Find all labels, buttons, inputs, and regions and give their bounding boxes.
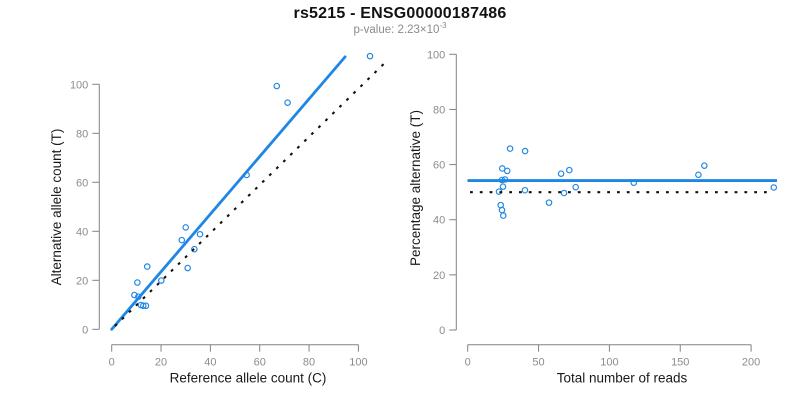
data-point	[545, 199, 553, 206]
data-point	[770, 184, 778, 191]
data-point	[182, 224, 189, 231]
figure-title: rs5215 - ENSG00000187486	[293, 5, 507, 22]
x-axis-label: Total number of reads	[557, 371, 688, 386]
data-point	[134, 279, 141, 286]
figure-subtitle: p-value: 2.23×10-3	[0, 21, 800, 36]
y-axis-tick-label: 80	[433, 104, 445, 116]
data-point	[499, 212, 507, 219]
data-point	[284, 99, 291, 106]
y-axis-tick-label: 40	[433, 215, 445, 227]
regression-line	[110, 55, 347, 331]
data-point	[273, 82, 281, 90]
x-axis-tick-label: 20	[155, 357, 167, 369]
data-point	[503, 167, 511, 175]
x-axis-tick-label: 0	[465, 357, 471, 369]
data-point	[178, 236, 186, 244]
x-axis-tick-label: 200	[742, 357, 760, 369]
data-point	[140, 302, 147, 310]
y-axis-tick-label: 40	[76, 226, 88, 238]
data-point	[499, 183, 507, 190]
x-axis-tick-label: 50	[532, 357, 544, 369]
x-axis-tick-label: 100	[600, 357, 618, 369]
data-point	[196, 230, 204, 238]
identity-line	[114, 59, 389, 327]
data-point	[143, 263, 151, 270]
data-point	[695, 171, 702, 179]
x-axis-tick-label: 150	[671, 357, 689, 369]
x-axis-tick-label: 60	[254, 357, 266, 369]
data-point	[142, 302, 150, 310]
y-axis-label: Percentage alternative (T)	[408, 110, 423, 266]
y-axis-tick-label: 0	[82, 324, 88, 336]
data-point	[131, 291, 138, 299]
data-point	[498, 165, 506, 172]
y-axis-tick-label: 20	[433, 270, 445, 282]
data-point	[560, 189, 568, 197]
data-point	[506, 145, 514, 152]
data-point	[498, 206, 506, 214]
y-axis-tick-label: 80	[76, 128, 88, 140]
x-axis-tick-label: 100	[349, 357, 367, 369]
data-point	[521, 186, 529, 194]
p-value-text: p-value: 2.23×10	[353, 24, 440, 36]
x-axis-label: Reference allele count (C)	[170, 371, 327, 386]
data-point	[521, 147, 529, 155]
data-point	[701, 162, 708, 169]
data-point	[366, 52, 374, 60]
y-axis-tick-label: 100	[70, 79, 88, 91]
data-point	[566, 166, 573, 174]
y-axis-tick-label: 100	[427, 49, 445, 61]
data-point	[572, 183, 579, 191]
y-axis-tick-label: 60	[433, 160, 445, 172]
y-axis-label: Alternative allele count (T)	[49, 129, 64, 286]
data-point	[184, 264, 191, 272]
x-axis-tick-label: 40	[204, 357, 216, 369]
x-axis-tick-label: 80	[303, 357, 315, 369]
y-axis-tick-label: 0	[439, 325, 445, 337]
p-value-exponent: -3	[439, 21, 447, 31]
y-axis-tick-label: 20	[76, 275, 88, 287]
data-point	[158, 277, 165, 284]
data-point	[191, 245, 198, 253]
data-point	[557, 170, 565, 177]
x-axis-tick-label: 0	[109, 357, 115, 369]
y-axis-tick-label: 60	[76, 177, 88, 189]
